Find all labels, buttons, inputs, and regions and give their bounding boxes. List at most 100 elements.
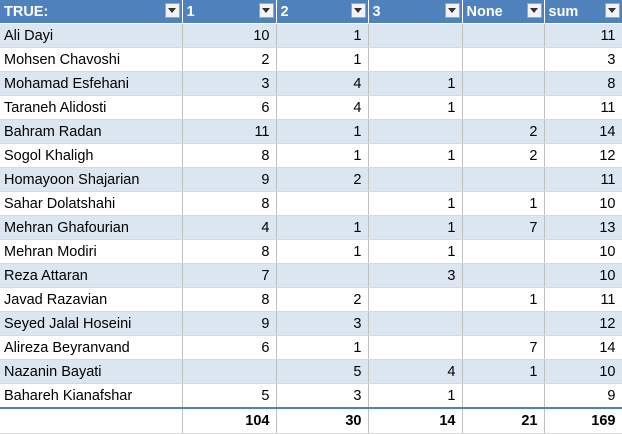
cell-none[interactable]: 2 bbox=[462, 143, 545, 168]
cell-2[interactable]: 1 bbox=[276, 143, 369, 168]
cell-sum[interactable]: 10 bbox=[544, 239, 622, 264]
cell-1[interactable]: 8 bbox=[182, 191, 277, 216]
cell-2[interactable]: 2 bbox=[276, 287, 369, 312]
cell-sum[interactable]: 10 bbox=[544, 263, 622, 288]
total-cell-name[interactable] bbox=[0, 407, 183, 434]
cell-sum[interactable]: 10 bbox=[544, 359, 622, 384]
cell-none[interactable] bbox=[462, 383, 545, 409]
cell-1[interactable]: 7 bbox=[182, 263, 277, 288]
cell-3[interactable]: 1 bbox=[368, 143, 463, 168]
cell-3[interactable]: 4 bbox=[368, 359, 463, 384]
cell-1[interactable]: 6 bbox=[182, 95, 277, 120]
cell-3[interactable] bbox=[368, 23, 463, 48]
cell-1[interactable]: 9 bbox=[182, 167, 277, 192]
cell-sum[interactable]: 3 bbox=[544, 47, 622, 72]
cell-2[interactable]: 1 bbox=[276, 119, 369, 144]
cell-2[interactable]: 2 bbox=[276, 167, 369, 192]
cell-2[interactable]: 4 bbox=[276, 71, 369, 96]
cell-sum[interactable]: 13 bbox=[544, 215, 622, 240]
cell-3[interactable]: 1 bbox=[368, 71, 463, 96]
cell-name[interactable]: Javad Razavian bbox=[0, 287, 183, 312]
cell-name[interactable]: Bahareh Kianafshar bbox=[0, 383, 183, 409]
cell-2[interactable] bbox=[276, 191, 369, 216]
cell-sum[interactable]: 9 bbox=[544, 383, 622, 409]
filter-dropdown-button[interactable] bbox=[258, 3, 274, 18]
cell-3[interactable] bbox=[368, 311, 463, 336]
cell-name[interactable]: Bahram Radan bbox=[0, 119, 183, 144]
filter-dropdown-button[interactable] bbox=[604, 3, 620, 18]
total-cell-none[interactable]: 21 bbox=[462, 407, 545, 434]
cell-none[interactable] bbox=[462, 47, 545, 72]
cell-3[interactable] bbox=[368, 167, 463, 192]
cell-none[interactable]: 2 bbox=[462, 119, 545, 144]
cell-3[interactable]: 1 bbox=[368, 95, 463, 120]
cell-2[interactable]: 1 bbox=[276, 23, 369, 48]
cell-sum[interactable]: 11 bbox=[544, 95, 622, 120]
cell-2[interactable]: 4 bbox=[276, 95, 369, 120]
cell-none[interactable] bbox=[462, 239, 545, 264]
cell-none[interactable]: 7 bbox=[462, 215, 545, 240]
cell-none[interactable]: 1 bbox=[462, 191, 545, 216]
cell-2[interactable]: 1 bbox=[276, 215, 369, 240]
cell-name[interactable]: Mohsen Chavoshi bbox=[0, 47, 183, 72]
cell-none[interactable] bbox=[462, 23, 545, 48]
filter-dropdown-button[interactable] bbox=[164, 3, 180, 18]
cell-1[interactable]: 2 bbox=[182, 47, 277, 72]
cell-name[interactable]: Sahar Dolatshahi bbox=[0, 191, 183, 216]
cell-1[interactable]: 8 bbox=[182, 287, 277, 312]
total-cell-1[interactable]: 104 bbox=[182, 407, 277, 434]
cell-1[interactable]: 6 bbox=[182, 335, 277, 360]
cell-name[interactable]: Ali Dayi bbox=[0, 23, 183, 48]
cell-3[interactable] bbox=[368, 119, 463, 144]
cell-1[interactable]: 8 bbox=[182, 143, 277, 168]
cell-3[interactable]: 1 bbox=[368, 239, 463, 264]
cell-sum[interactable]: 14 bbox=[544, 119, 622, 144]
cell-name[interactable]: Mohamad Esfehani bbox=[0, 71, 183, 96]
cell-1[interactable]: 4 bbox=[182, 215, 277, 240]
cell-sum[interactable]: 11 bbox=[544, 287, 622, 312]
cell-3[interactable]: 3 bbox=[368, 263, 463, 288]
cell-none[interactable] bbox=[462, 95, 545, 120]
cell-2[interactable] bbox=[276, 263, 369, 288]
cell-1[interactable] bbox=[182, 359, 277, 384]
cell-2[interactable]: 1 bbox=[276, 47, 369, 72]
cell-3[interactable]: 1 bbox=[368, 215, 463, 240]
cell-sum[interactable]: 11 bbox=[544, 23, 622, 48]
cell-1[interactable]: 10 bbox=[182, 23, 277, 48]
cell-2[interactable]: 1 bbox=[276, 239, 369, 264]
cell-2[interactable]: 3 bbox=[276, 311, 369, 336]
cell-name[interactable]: Homayoon Shajarian bbox=[0, 167, 183, 192]
cell-1[interactable]: 9 bbox=[182, 311, 277, 336]
cell-none[interactable]: 1 bbox=[462, 359, 545, 384]
cell-1[interactable]: 11 bbox=[182, 119, 277, 144]
cell-1[interactable]: 5 bbox=[182, 383, 277, 409]
total-cell-3[interactable]: 14 bbox=[368, 407, 463, 434]
cell-none[interactable] bbox=[462, 263, 545, 288]
total-cell-2[interactable]: 30 bbox=[276, 407, 369, 434]
cell-sum[interactable]: 12 bbox=[544, 143, 622, 168]
cell-none[interactable] bbox=[462, 71, 545, 96]
cell-sum[interactable]: 11 bbox=[544, 167, 622, 192]
cell-3[interactable]: 1 bbox=[368, 383, 463, 409]
cell-sum[interactable]: 14 bbox=[544, 335, 622, 360]
cell-3[interactable] bbox=[368, 335, 463, 360]
cell-name[interactable]: Alireza Beyranvand bbox=[0, 335, 183, 360]
cell-name[interactable]: Mehran Modiri bbox=[0, 239, 183, 264]
cell-name[interactable]: Sogol Khaligh bbox=[0, 143, 183, 168]
cell-sum[interactable]: 10 bbox=[544, 191, 622, 216]
filter-dropdown-button[interactable] bbox=[444, 3, 460, 18]
cell-1[interactable]: 8 bbox=[182, 239, 277, 264]
cell-3[interactable] bbox=[368, 287, 463, 312]
cell-none[interactable] bbox=[462, 167, 545, 192]
cell-2[interactable]: 5 bbox=[276, 359, 369, 384]
cell-2[interactable]: 1 bbox=[276, 335, 369, 360]
cell-name[interactable]: Mehran Ghafourian bbox=[0, 215, 183, 240]
total-cell-sum[interactable]: 169 bbox=[544, 407, 622, 434]
cell-none[interactable] bbox=[462, 311, 545, 336]
cell-2[interactable]: 3 bbox=[276, 383, 369, 409]
cell-3[interactable] bbox=[368, 47, 463, 72]
cell-none[interactable]: 7 bbox=[462, 335, 545, 360]
cell-1[interactable]: 3 bbox=[182, 71, 277, 96]
cell-3[interactable]: 1 bbox=[368, 191, 463, 216]
cell-name[interactable]: Nazanin Bayati bbox=[0, 359, 183, 384]
